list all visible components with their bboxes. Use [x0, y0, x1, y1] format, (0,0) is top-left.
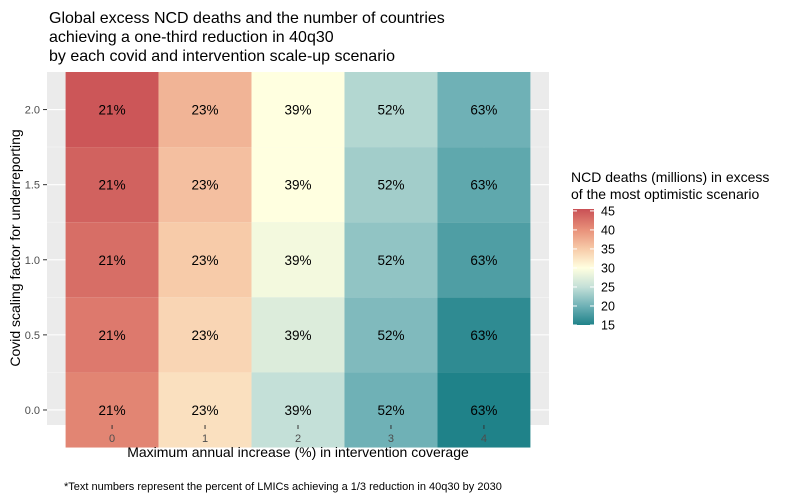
- cell-percent-label: 39%: [284, 253, 311, 268]
- cell-percent-label: 52%: [377, 178, 404, 193]
- heatmap-cell: [251, 222, 345, 298]
- cell-percent-label: 63%: [470, 328, 497, 343]
- heatmap-cell: [251, 147, 345, 223]
- heatmap-cells: [65, 72, 531, 448]
- chart-title-line-1: Global excess NCD deaths and the number …: [49, 10, 445, 27]
- heatmap-cell: [158, 297, 252, 373]
- cell-percent-label: 63%: [470, 403, 497, 418]
- cell-percent-label: 23%: [192, 403, 219, 418]
- heatmap-cell: [437, 222, 531, 298]
- heatmap-cell: [65, 222, 159, 298]
- heatmap-cell: [251, 72, 345, 148]
- x-tick-label: 4: [481, 433, 487, 445]
- cell-percent-label: 39%: [284, 103, 311, 118]
- legend-tick-label: 20: [601, 299, 615, 313]
- heatmap-cell: [344, 147, 438, 223]
- y-axis-title: Covid scaling factor for underreporting: [7, 129, 23, 366]
- legend-tick-label: 25: [601, 280, 615, 294]
- cell-percent-label: 52%: [377, 253, 404, 268]
- y-tick-label: 1.0: [25, 255, 40, 267]
- cell-percent-label: 63%: [470, 103, 497, 118]
- legend-tick-label: 30: [601, 261, 615, 275]
- cell-percent-label: 39%: [284, 328, 311, 343]
- cell-percent-label: 21%: [99, 103, 126, 118]
- cell-percent-label: 23%: [192, 103, 219, 118]
- legend-tick-label: 35: [601, 242, 615, 256]
- x-tick-label: 2: [295, 433, 301, 445]
- legend-tick-label: 15: [601, 319, 615, 333]
- heatmap-cell: [65, 147, 159, 223]
- legend-tick-label: 45: [601, 204, 615, 218]
- cell-percent-label: 21%: [99, 253, 126, 268]
- x-tick-label: 0: [109, 433, 115, 445]
- heatmap-cell: [251, 372, 345, 448]
- heatmap-cell: [158, 372, 252, 448]
- legend-tick-label: 40: [601, 223, 615, 237]
- x-tick-label: 3: [388, 433, 394, 445]
- heatmap-cell: [158, 72, 252, 148]
- chart-caption: *Text numbers represent the percent of L…: [64, 481, 502, 493]
- chart-title-line-2: achieving a one-third reduction in 40q30: [49, 29, 334, 46]
- cell-percent-label: 21%: [99, 403, 126, 418]
- y-axis-ticks: 0.0 0.5 1.0 1.5 2.0: [25, 105, 47, 417]
- cell-percent-label: 63%: [470, 178, 497, 193]
- heatmap-cell: [344, 297, 438, 373]
- cell-percent-label: 52%: [377, 403, 404, 418]
- cell-percent-label: 52%: [377, 103, 404, 118]
- y-tick-label: 0.5: [25, 330, 40, 342]
- heatmap-cell: [437, 372, 531, 448]
- cell-labels: 21% 23% 39% 52% 63% 21% 23% 39% 52% 63% 21% 23% 39% 5…: [99, 103, 498, 418]
- cell-percent-label: 23%: [192, 253, 219, 268]
- heatmap-cell: [437, 72, 531, 148]
- chart-title-line-3: by each covid and intervention scale-up …: [49, 48, 395, 65]
- cell-percent-label: 39%: [284, 403, 311, 418]
- legend-title-line-2: of the most optimistic scenario: [571, 186, 760, 202]
- x-tick-label: 1: [202, 433, 208, 445]
- cell-percent-label: 23%: [192, 178, 219, 193]
- heatmap-cell: [344, 222, 438, 298]
- cell-percent-label: 39%: [284, 178, 311, 193]
- heatmap-cell: [437, 147, 531, 223]
- cell-percent-label: 21%: [99, 178, 126, 193]
- heatmap-cell: [344, 72, 438, 148]
- cell-percent-label: 23%: [192, 328, 219, 343]
- x-axis-ticks: 0 1 2 3 4: [109, 425, 487, 445]
- legend-title-line-1: NCD deaths (millions) in excess: [571, 169, 769, 185]
- cell-percent-label: 63%: [470, 253, 497, 268]
- heatmap-cell: [251, 297, 345, 373]
- y-tick-label: 0.0: [25, 405, 40, 417]
- legend-color-bar: [573, 209, 594, 325]
- heatmap-cell: [65, 297, 159, 373]
- heatmap-cell: [65, 372, 159, 448]
- legend-ticks: 45 40 35 30 25 20 15: [573, 204, 615, 333]
- cell-percent-label: 52%: [377, 328, 404, 343]
- cell-percent-label: 21%: [99, 328, 126, 343]
- heatmap-cell: [344, 372, 438, 448]
- heatmap-cell: [65, 72, 159, 148]
- y-tick-label: 1.5: [25, 180, 40, 192]
- heatmap-cell: [158, 147, 252, 223]
- heatmap-cell: [158, 222, 252, 298]
- y-tick-label: 2.0: [25, 105, 40, 117]
- x-axis-title: Maximum annual increase (%) in intervent…: [127, 444, 469, 460]
- heatmap-cell: [437, 297, 531, 373]
